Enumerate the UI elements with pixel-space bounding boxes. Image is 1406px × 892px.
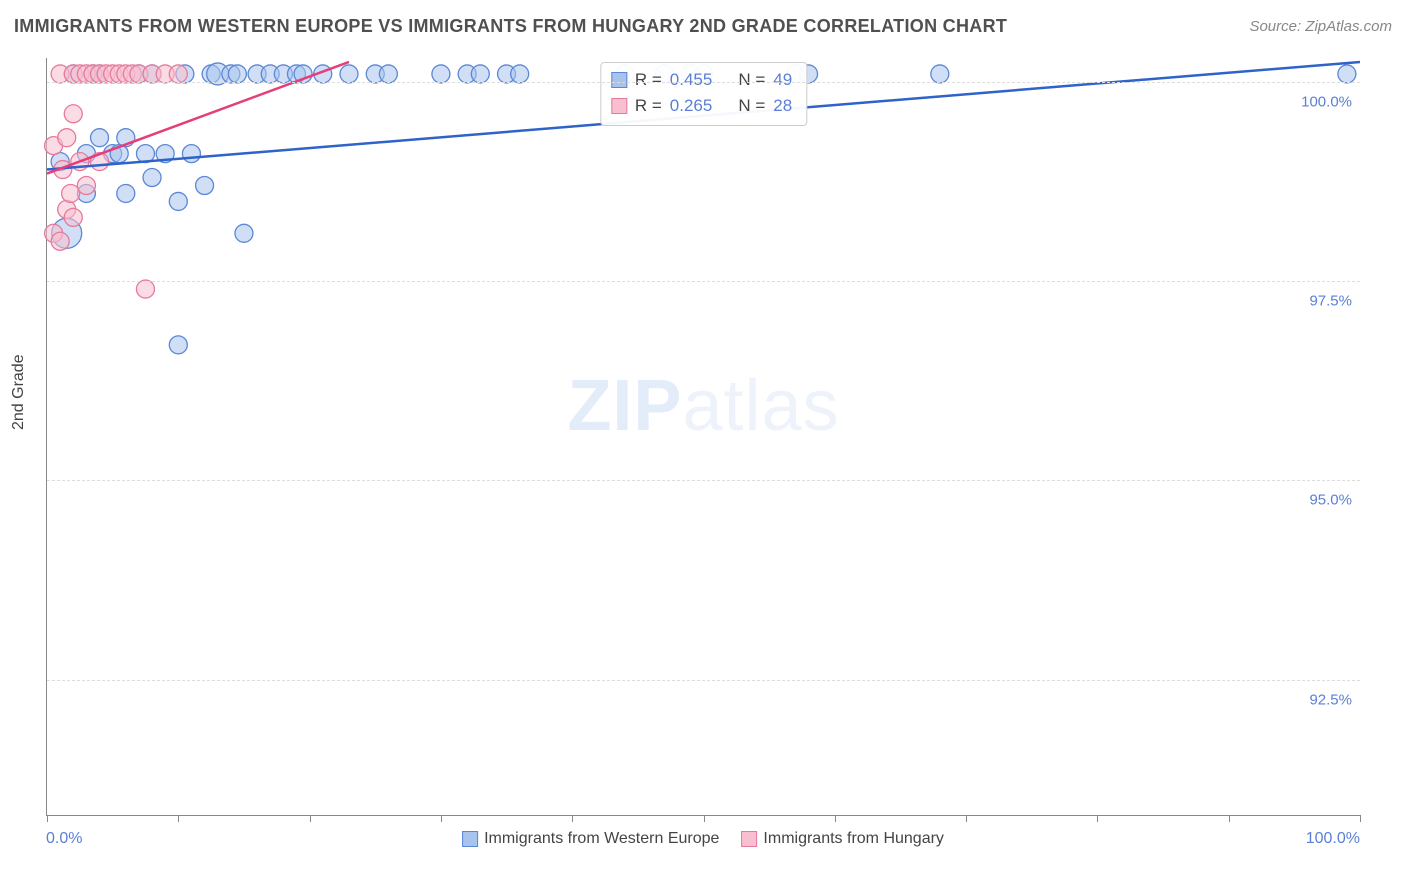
x-tick xyxy=(704,815,705,822)
x-tick xyxy=(966,815,967,822)
data-point xyxy=(196,176,214,194)
data-point xyxy=(136,280,154,298)
r-value-1: 0.455 xyxy=(670,67,713,93)
data-point xyxy=(228,65,246,83)
swatch-series1-icon xyxy=(462,831,478,847)
data-point xyxy=(77,176,95,194)
title-bar: IMMIGRANTS FROM WESTERN EUROPE VS IMMIGR… xyxy=(14,12,1392,40)
swatch-series2-icon xyxy=(741,831,757,847)
x-tick xyxy=(1229,815,1230,822)
x-tick xyxy=(572,815,573,822)
x-tick xyxy=(310,815,311,822)
r-label-2: R = xyxy=(635,93,662,119)
y-tick-label: 95.0% xyxy=(1309,492,1352,509)
grid-line xyxy=(47,82,1360,83)
data-point xyxy=(117,184,135,202)
data-point xyxy=(340,65,358,83)
legend-bottom: Immigrants from Western Europe Immigrant… xyxy=(462,830,944,848)
data-point xyxy=(51,232,69,250)
x-tick xyxy=(1097,815,1098,822)
legend-label-series2: Immigrants from Hungary xyxy=(763,830,944,848)
n-value-1: 49 xyxy=(773,67,792,93)
data-point xyxy=(64,208,82,226)
x-tick xyxy=(178,815,179,822)
source-attribution: Source: ZipAtlas.com xyxy=(1249,18,1392,35)
data-point xyxy=(64,105,82,123)
grid-line xyxy=(47,680,1360,681)
data-point xyxy=(471,65,489,83)
data-point xyxy=(143,169,161,187)
legend-item-series2: Immigrants from Hungary xyxy=(741,830,944,848)
legend-stats-row-2: R = 0.265 N = 28 xyxy=(611,93,792,119)
y-tick-label: 97.5% xyxy=(1309,293,1352,310)
legend-stats-row-1: R = 0.455 N = 49 xyxy=(611,67,792,93)
x-tick xyxy=(441,815,442,822)
data-point xyxy=(235,224,253,242)
x-axis-row: 0.0% Immigrants from Western Europe Immi… xyxy=(46,824,1360,854)
data-point xyxy=(169,192,187,210)
x-axis-max-label: 100.0% xyxy=(1306,830,1360,848)
x-tick xyxy=(47,815,48,822)
chart-svg xyxy=(47,58,1360,815)
data-point xyxy=(432,65,450,83)
y-tick-label: 100.0% xyxy=(1301,93,1352,110)
grid-line xyxy=(47,480,1360,481)
x-tick xyxy=(835,815,836,822)
legend-label-series1: Immigrants from Western Europe xyxy=(484,830,719,848)
data-point xyxy=(511,65,529,83)
data-point xyxy=(182,145,200,163)
n-value-2: 28 xyxy=(773,93,792,119)
chart-title: IMMIGRANTS FROM WESTERN EUROPE VS IMMIGR… xyxy=(14,16,1007,37)
n-label-1: N = xyxy=(738,67,765,93)
data-point xyxy=(1338,65,1356,83)
swatch-series2-icon xyxy=(611,98,627,114)
y-axis-label: 2nd Grade xyxy=(10,354,28,430)
r-value-2: 0.265 xyxy=(670,93,713,119)
x-tick xyxy=(1360,815,1361,822)
n-label-2: N = xyxy=(738,93,765,119)
data-point xyxy=(169,336,187,354)
legend-item-series1: Immigrants from Western Europe xyxy=(462,830,719,848)
data-point xyxy=(58,129,76,147)
x-axis-min-label: 0.0% xyxy=(46,830,82,848)
y-tick-label: 92.5% xyxy=(1309,691,1352,708)
data-point xyxy=(931,65,949,83)
plot-area: ZIPatlas R = 0.455 N = 49 R = 0.265 N = … xyxy=(46,58,1360,816)
data-point xyxy=(91,129,109,147)
grid-line xyxy=(47,281,1360,282)
data-point xyxy=(379,65,397,83)
legend-stats-box: R = 0.455 N = 49 R = 0.265 N = 28 xyxy=(600,62,807,126)
data-point xyxy=(169,65,187,83)
r-label-1: R = xyxy=(635,67,662,93)
swatch-series1-icon xyxy=(611,72,627,88)
